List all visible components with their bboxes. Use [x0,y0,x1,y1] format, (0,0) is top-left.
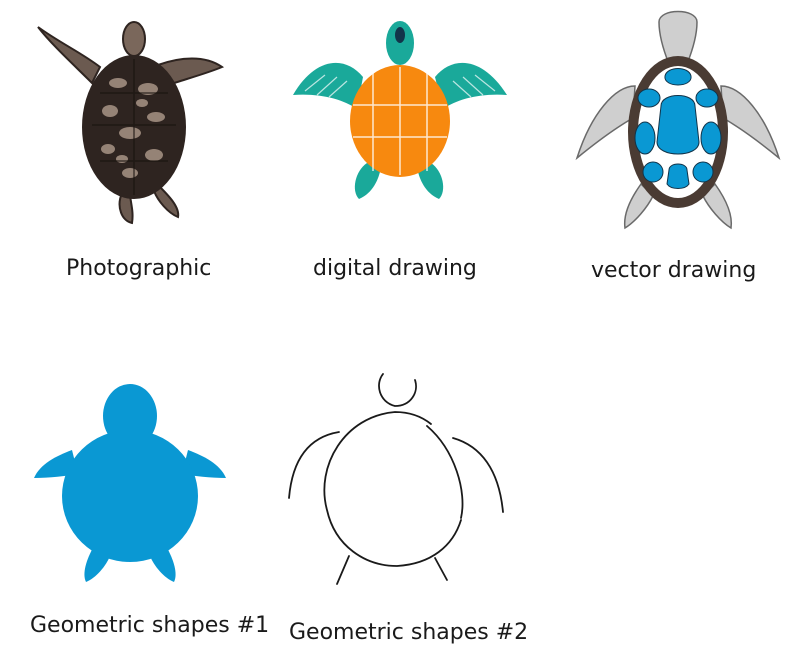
digital-front-left-flipper [293,62,363,109]
photo-front-left-flipper [37,26,102,85]
vector-turtle-panel [575,2,781,232]
vector-front-right-flipper [720,85,781,161]
vector-front-left-flipper [575,85,636,161]
geometric-2-panel [285,370,510,595]
photo-front-right-flipper [156,57,225,87]
vector-turtle-image [575,10,781,230]
geo1-left-flipper [34,450,78,478]
geo2-left-flipper-arc [288,431,340,499]
vector-back-left-flipper [623,182,654,230]
geometric-1-panel [30,382,230,582]
photo-head [122,21,146,57]
geo1-right-flipper [182,450,226,478]
geo1-back-right-flipper [150,546,176,582]
vector-back-right-flipper [702,182,733,230]
caption-vector: vector drawing [591,258,757,283]
digital-turtle-image [293,21,507,199]
digital-back-right-flipper [417,163,444,199]
geometric-1-turtle-image [34,384,226,582]
caption-geometric-2: Geometric shapes #2 [289,620,529,645]
vector-shell-spots [634,68,722,189]
geo2-back-right-flipper-line [434,557,448,581]
geometric-2-turtle-image [288,373,504,585]
digital-turtle-panel [285,15,515,205]
caption-photographic: Photographic [66,256,212,281]
digital-flipper-scales [304,74,496,98]
digital-back-left-flipper [354,163,381,199]
geo1-body [62,430,198,562]
geo2-body-arc [323,411,464,567]
photo-back-right-flipper [152,183,180,219]
geo2-right-flipper-arc [452,437,504,513]
caption-geometric-1: Geometric shapes #1 [30,613,270,638]
photographic-turtle-image [37,21,225,225]
caption-digital: digital drawing [313,256,477,281]
vector-head [658,10,698,65]
geo2-back-left-flipper-line [336,555,350,585]
photo-shell-seams [92,59,176,195]
digital-front-right-flipper [435,62,507,109]
digital-shell-seams [353,67,447,175]
geo1-back-left-flipper [84,546,110,582]
photographic-turtle-panel [30,15,230,230]
geo2-head-arc [378,373,417,407]
